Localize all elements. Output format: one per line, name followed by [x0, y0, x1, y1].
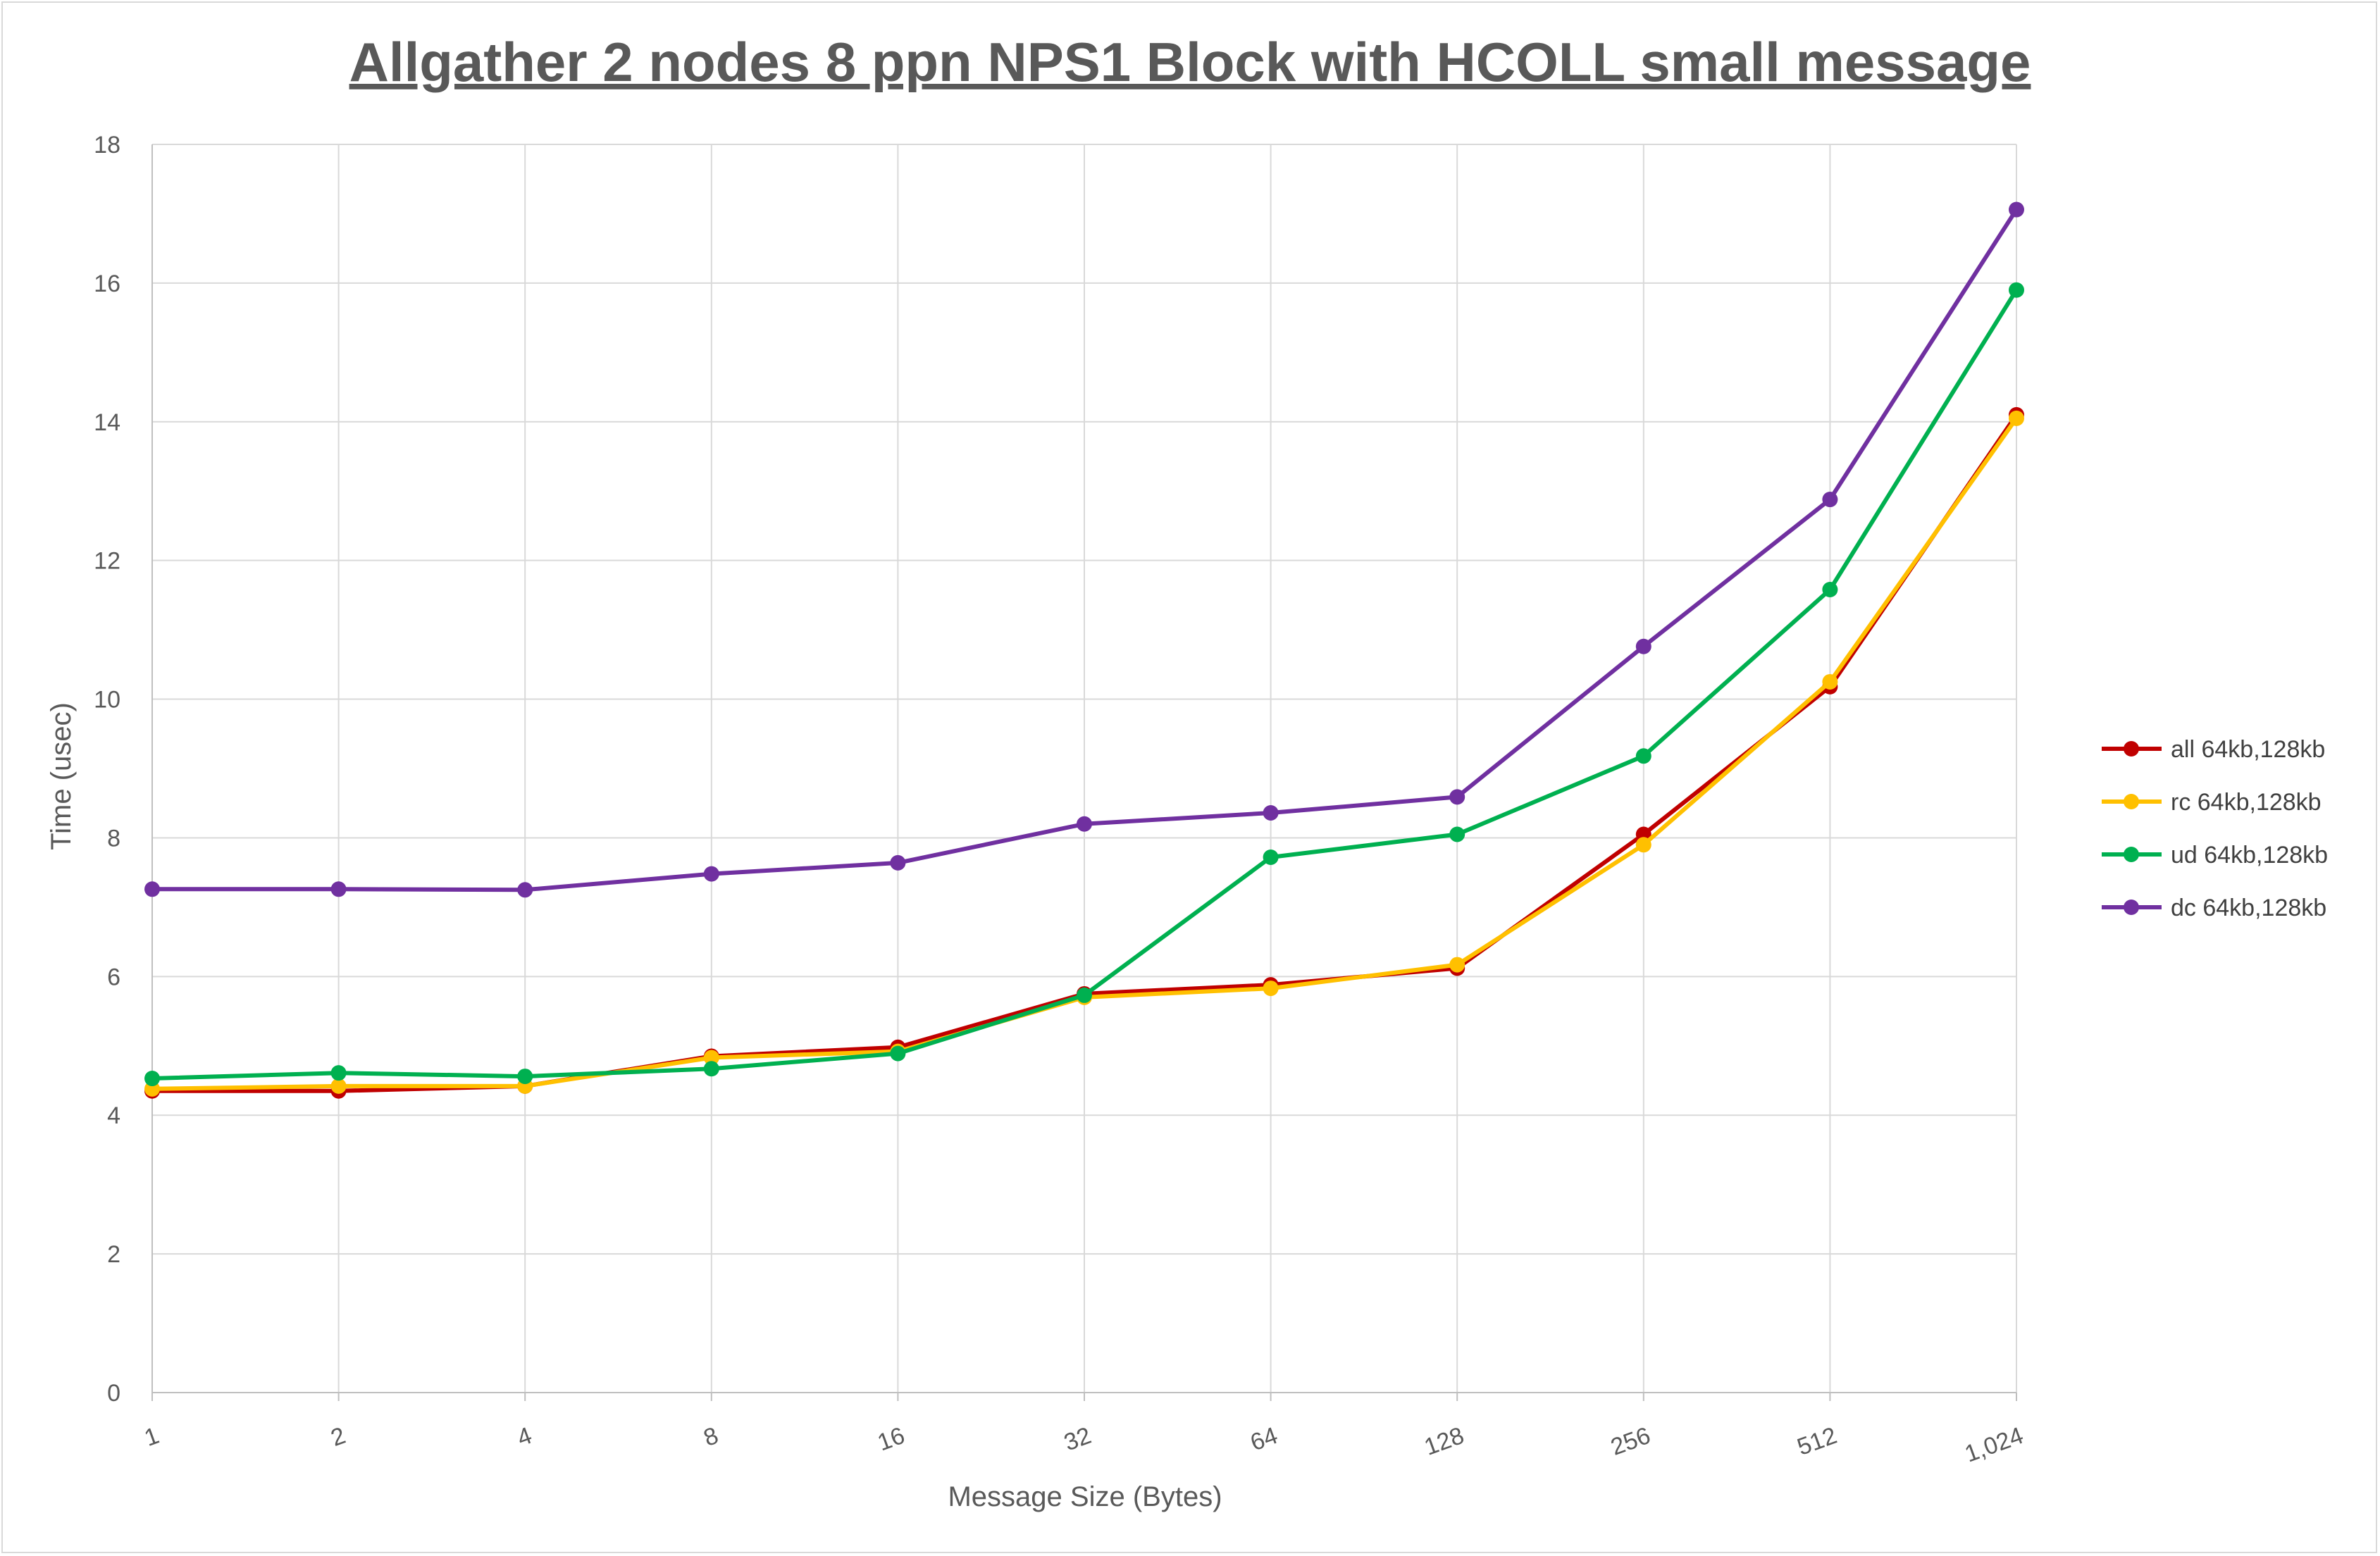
x-tick-label: 64 — [1247, 1422, 1282, 1457]
legend-label: ud 64kb,128kb — [2171, 842, 2328, 869]
data-point — [703, 866, 719, 882]
x-tick-label: 128 — [1421, 1422, 1468, 1461]
y-tick-label: 4 — [107, 1102, 120, 1129]
x-axis-ticks: 1 2 4 8 16 32 64 128 256 512 1,024 — [141, 1422, 2027, 1468]
legend-swatch-marker — [2124, 847, 2139, 862]
data-point — [1263, 805, 1279, 821]
data-point — [1263, 849, 1279, 866]
data-point — [1822, 673, 1838, 690]
y-tick-label: 14 — [94, 409, 120, 436]
legend-swatch-marker — [2124, 794, 2139, 809]
data-point — [1449, 957, 1465, 973]
data-point — [517, 1069, 533, 1085]
legend-swatch-marker — [2124, 741, 2139, 757]
data-point — [330, 1078, 347, 1094]
data-point — [1822, 582, 1838, 598]
data-point — [1822, 492, 1838, 508]
x-tick-label: 512 — [1794, 1422, 1840, 1461]
legend-item: all 64kb,128kb — [2102, 736, 2325, 763]
legend-label: rc 64kb,128kb — [2171, 789, 2322, 816]
y-axis-label: Time (usec) — [46, 702, 77, 850]
series-ud — [144, 282, 2024, 1087]
legend-label: dc 64kb,128kb — [2171, 895, 2326, 921]
data-point — [1449, 826, 1465, 842]
data-point — [2009, 410, 2024, 426]
data-point — [2009, 201, 2024, 218]
y-tick-label: 10 — [94, 687, 120, 714]
data-point — [330, 1065, 347, 1081]
data-point — [1077, 987, 1092, 1003]
data-point — [890, 1045, 906, 1062]
y-axis-ticks: 0 2 4 6 8 10 12 14 16 18 — [94, 132, 120, 1407]
data-point — [144, 1071, 160, 1087]
y-tick-label: 8 — [107, 825, 120, 852]
data-point — [1449, 789, 1465, 805]
x-tick-label: 2 — [328, 1422, 349, 1452]
gridlines — [151, 144, 2017, 1401]
x-axis-label: Message Size (Bytes) — [948, 1481, 1222, 1512]
x-tick-label: 32 — [1060, 1422, 1095, 1457]
x-tick-label: 4 — [514, 1422, 535, 1452]
data-point — [1635, 748, 1651, 764]
legend-item: rc 64kb,128kb — [2102, 789, 2322, 816]
x-tick-label: 1 — [141, 1422, 163, 1452]
data-point — [703, 1061, 719, 1077]
y-tick-label: 0 — [107, 1380, 120, 1407]
data-point — [1263, 981, 1279, 997]
data-point — [1635, 837, 1651, 853]
y-tick-label: 16 — [94, 270, 120, 297]
y-tick-label: 18 — [94, 132, 120, 158]
x-tick-label: 1,024 — [1961, 1422, 2027, 1468]
data-point — [144, 881, 160, 897]
data-point — [703, 1050, 719, 1066]
data-point — [517, 882, 533, 898]
legend-item: ud 64kb,128kb — [2102, 842, 2328, 869]
x-tick-label: 16 — [874, 1422, 909, 1457]
legend: all 64kb,128kb rc 64kb,128kb ud 64kb,128kb… — [2102, 736, 2328, 921]
legend-label: all 64kb,128kb — [2171, 736, 2325, 763]
data-point — [2009, 282, 2024, 298]
y-tick-label: 12 — [94, 548, 120, 575]
data-point — [1077, 816, 1092, 832]
x-tick-label: 256 — [1607, 1422, 1654, 1461]
chart-title: Allgather 2 nodes 8 ppn NPS1 Block with … — [349, 31, 2031, 93]
data-point — [1635, 638, 1651, 654]
series-dc — [144, 201, 2024, 898]
series-layer — [144, 201, 2024, 1099]
legend-swatch-marker — [2124, 900, 2139, 915]
y-tick-label: 2 — [107, 1241, 120, 1268]
y-tick-label: 6 — [107, 964, 120, 990]
data-point — [330, 881, 347, 897]
legend-item: dc 64kb,128kb — [2102, 895, 2326, 921]
x-tick-label: 8 — [700, 1422, 722, 1452]
data-point — [890, 854, 906, 871]
